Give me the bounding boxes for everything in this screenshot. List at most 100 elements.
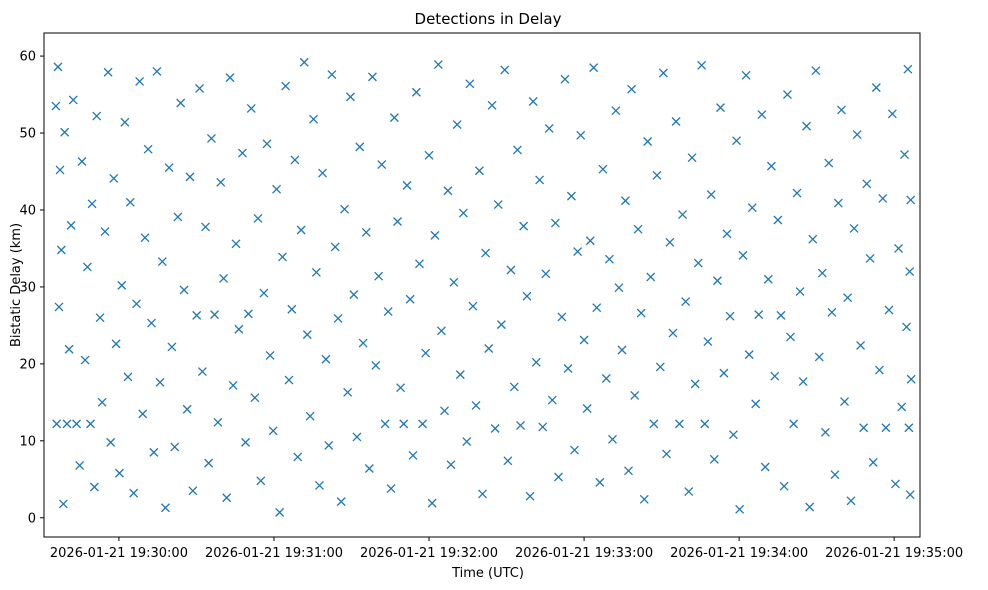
detection-point [496, 320, 506, 330]
detection-point [213, 417, 223, 427]
detection-point [436, 326, 446, 336]
detection-point [902, 322, 912, 332]
detection-point [52, 419, 62, 429]
detection-point [143, 144, 153, 154]
detection-point [231, 239, 241, 249]
detection-point [890, 479, 900, 489]
detection-point [630, 390, 640, 400]
detection-point [633, 224, 643, 234]
detection-point [157, 257, 167, 266]
detection-point [253, 213, 263, 223]
detection-point [674, 419, 684, 429]
detection-point [206, 133, 216, 143]
detection-point [757, 110, 767, 120]
detection-point [60, 127, 70, 137]
detection-point [719, 368, 729, 378]
detection-point [402, 180, 412, 190]
detection-point [241, 437, 251, 447]
detection-point [272, 184, 282, 194]
detection-point [389, 113, 399, 123]
detection-point [170, 442, 180, 452]
detection-point [399, 419, 409, 429]
detection-point [219, 274, 229, 283]
detection-point [152, 67, 162, 76]
detection-point [906, 374, 916, 384]
detection-point [608, 434, 617, 444]
detection-point [135, 77, 145, 86]
detection-point [167, 342, 177, 352]
detection-point [805, 502, 815, 512]
detection-point [468, 301, 478, 311]
detection-point [808, 234, 818, 244]
detection-point [862, 179, 872, 189]
detection-point [95, 313, 105, 323]
detection-point [754, 310, 764, 320]
detection-point [903, 64, 913, 74]
detection-point [111, 339, 121, 349]
detection-point [92, 111, 102, 121]
detection-point [225, 73, 235, 83]
detection-point [522, 291, 532, 301]
detection-point [64, 344, 74, 354]
detection-point [246, 103, 256, 113]
detection-point [72, 419, 82, 429]
detection-point [343, 387, 353, 397]
detection-point [259, 288, 269, 298]
detection-point [309, 114, 318, 124]
detection-point [268, 426, 278, 436]
detection-point [576, 130, 586, 140]
detection-point [380, 419, 390, 429]
detection-point [830, 470, 840, 480]
detection-point [296, 225, 306, 235]
detection-point [579, 335, 589, 345]
detection-point [655, 362, 665, 372]
detection-point [792, 188, 802, 198]
detection-point [53, 62, 63, 72]
detection-point [358, 338, 368, 348]
detection-point [894, 243, 904, 253]
detection-point [443, 186, 453, 196]
detection-point [129, 488, 139, 498]
x-tick-label: 2026-01-21 19:35:00 [825, 546, 963, 561]
x-tick-label: 2026-01-21 19:30:00 [50, 546, 188, 561]
detection-point [315, 480, 324, 490]
detection-point [900, 150, 909, 160]
detection-point [62, 419, 72, 429]
detection-point [179, 285, 189, 295]
detection-point [897, 402, 907, 412]
detection-point [430, 230, 440, 240]
detection-point [592, 303, 602, 313]
detection-point [700, 419, 710, 429]
detection-point [140, 233, 150, 243]
detection-point [120, 117, 130, 127]
detection-point [66, 220, 76, 230]
detection-point [462, 437, 472, 447]
detection-point [77, 157, 87, 166]
detection-point [643, 137, 653, 146]
detection-point [87, 199, 97, 209]
detection-point [905, 267, 915, 276]
detection-point [311, 267, 321, 277]
detection-point [103, 67, 113, 77]
detection-point [709, 454, 719, 464]
y-tick-label: 40 [19, 203, 36, 218]
detection-point [333, 314, 343, 323]
detection-point [452, 120, 462, 130]
detection-point [582, 404, 592, 413]
detection-point [725, 311, 735, 321]
detection-point [589, 63, 599, 73]
detection-point [287, 304, 297, 314]
detection-point [881, 423, 891, 433]
detection-point [318, 168, 328, 178]
detection-point [716, 103, 725, 113]
x-tick-label: 2026-01-21 19:34:00 [670, 546, 808, 561]
detection-point [703, 337, 713, 347]
detection-point [471, 400, 481, 410]
detection-point [846, 496, 856, 506]
detection-point [185, 172, 195, 182]
detection-point [662, 449, 671, 459]
detection-point [550, 218, 560, 228]
detection-point [458, 208, 468, 218]
x-tick-label: 2026-01-21 19:33:00 [515, 546, 653, 561]
